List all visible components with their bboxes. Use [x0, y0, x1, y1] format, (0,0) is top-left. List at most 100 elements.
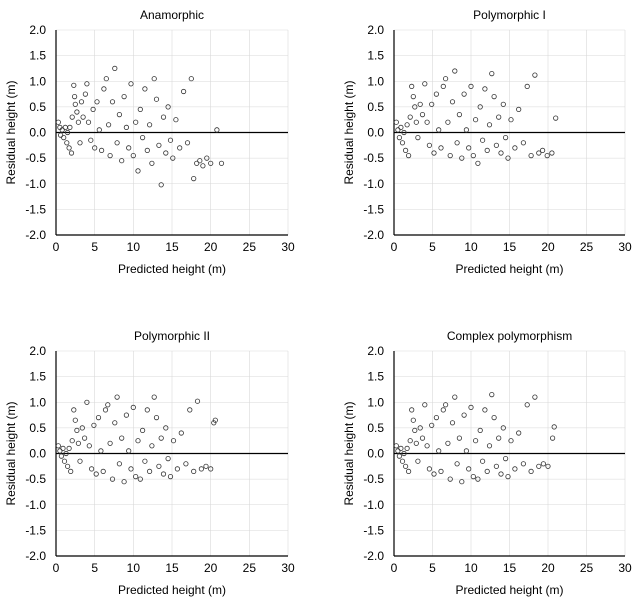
data-point [404, 122, 410, 128]
chart-panel-4: 0 5 10 15 20 25 30 2.0 1.5 1.0 0.5 0.0 -0.5 -1.0 -1.5 -… [342, 329, 632, 597]
data-point [69, 438, 75, 444]
data-point [452, 68, 458, 74]
data-point [112, 65, 118, 72]
data-point [477, 104, 483, 110]
y-tick-label: -1.5 [363, 202, 384, 216]
y-tick-label: -1.5 [363, 523, 384, 537]
data-point [442, 402, 449, 408]
data-point [107, 440, 113, 446]
data-point [528, 468, 534, 474]
x-axis-label: Predicted height (m) [118, 262, 226, 276]
data-point [524, 402, 530, 408]
data-point [496, 435, 502, 441]
data-point [454, 461, 460, 467]
y-tick-label: 0.5 [29, 421, 46, 435]
data-point [98, 448, 104, 454]
data-point [512, 145, 518, 151]
data-point [516, 106, 522, 113]
data-point [486, 443, 493, 449]
data-point [92, 145, 98, 151]
data-point [62, 124, 68, 131]
x-tick-label: 30 [281, 561, 295, 575]
data-point [60, 445, 66, 451]
y-tick-label: -2.0 [363, 228, 384, 242]
data-point [89, 466, 95, 472]
y-tick-label: -1.5 [25, 202, 46, 216]
chart-title: Polymorphic I [473, 8, 546, 22]
data-point [396, 453, 402, 459]
data-point [413, 440, 419, 446]
data-point [156, 463, 162, 469]
y-tick-label: 0.5 [367, 421, 384, 435]
x-tick-label: 25 [243, 240, 257, 254]
data-point [551, 424, 557, 430]
y-tick-label: 1.0 [29, 74, 46, 88]
data-point [65, 129, 71, 136]
data-point [549, 150, 555, 156]
data-point [99, 147, 105, 153]
data-point [181, 88, 187, 95]
data-point [135, 438, 141, 444]
data-point [75, 440, 82, 446]
data-point [415, 458, 421, 464]
data-point [107, 153, 113, 159]
data-point [109, 476, 116, 482]
data-point [433, 91, 439, 97]
x-tick-label: 0 [53, 240, 60, 254]
data-point [468, 83, 474, 90]
x-tick-label: 15 [503, 561, 517, 575]
data-point [539, 147, 546, 153]
data-point [59, 127, 65, 133]
x-tick-label: 5 [91, 240, 98, 254]
data-point [452, 394, 458, 400]
data-point [410, 94, 416, 100]
data-point [74, 427, 80, 433]
data-point [447, 153, 453, 159]
y-tick-label: -0.5 [25, 472, 46, 486]
data-point [549, 435, 556, 441]
data-point [173, 117, 179, 123]
data-point [440, 83, 446, 90]
x-tick-label: 10 [464, 561, 478, 575]
data-point [133, 473, 139, 480]
data-point [422, 81, 428, 87]
x-tick-label: 30 [618, 561, 632, 575]
data-point [68, 468, 74, 474]
x-tick-label: 30 [618, 240, 632, 254]
data-point [101, 86, 107, 92]
data-point [55, 443, 61, 449]
data-point [415, 135, 421, 141]
data-point [470, 473, 476, 480]
x-tick-label: 20 [204, 240, 218, 254]
x-tick-label: 15 [503, 240, 517, 254]
data-point [63, 450, 69, 457]
data-point [72, 94, 78, 100]
y-tick-label: -1.0 [363, 177, 384, 191]
data-point [140, 427, 146, 433]
y-axis-label: Residual height (m) [342, 401, 356, 505]
data-point [75, 119, 82, 125]
data-point [516, 430, 522, 436]
y-tick-label: 0.0 [29, 126, 46, 140]
data-point [74, 109, 80, 115]
data-point [393, 119, 399, 125]
y-axis-label: Residual height (m) [4, 80, 18, 184]
data-point [405, 468, 412, 474]
data-point [398, 445, 404, 451]
data-point [413, 119, 419, 125]
data-point [121, 94, 127, 100]
data-point [412, 427, 418, 433]
y-tick-label: 2.0 [29, 344, 46, 358]
y-tick-label: -2.0 [25, 228, 46, 242]
x-tick-label: 20 [541, 561, 555, 575]
data-point [208, 160, 214, 166]
x-tick-label: 15 [165, 240, 179, 254]
data-point [475, 160, 481, 166]
data-point [112, 420, 118, 426]
data-point [96, 127, 102, 133]
data-point [158, 435, 164, 441]
data-point [536, 463, 542, 469]
data-point [442, 76, 449, 82]
data-point [128, 81, 134, 87]
y-tick-label: -2.0 [363, 549, 384, 563]
